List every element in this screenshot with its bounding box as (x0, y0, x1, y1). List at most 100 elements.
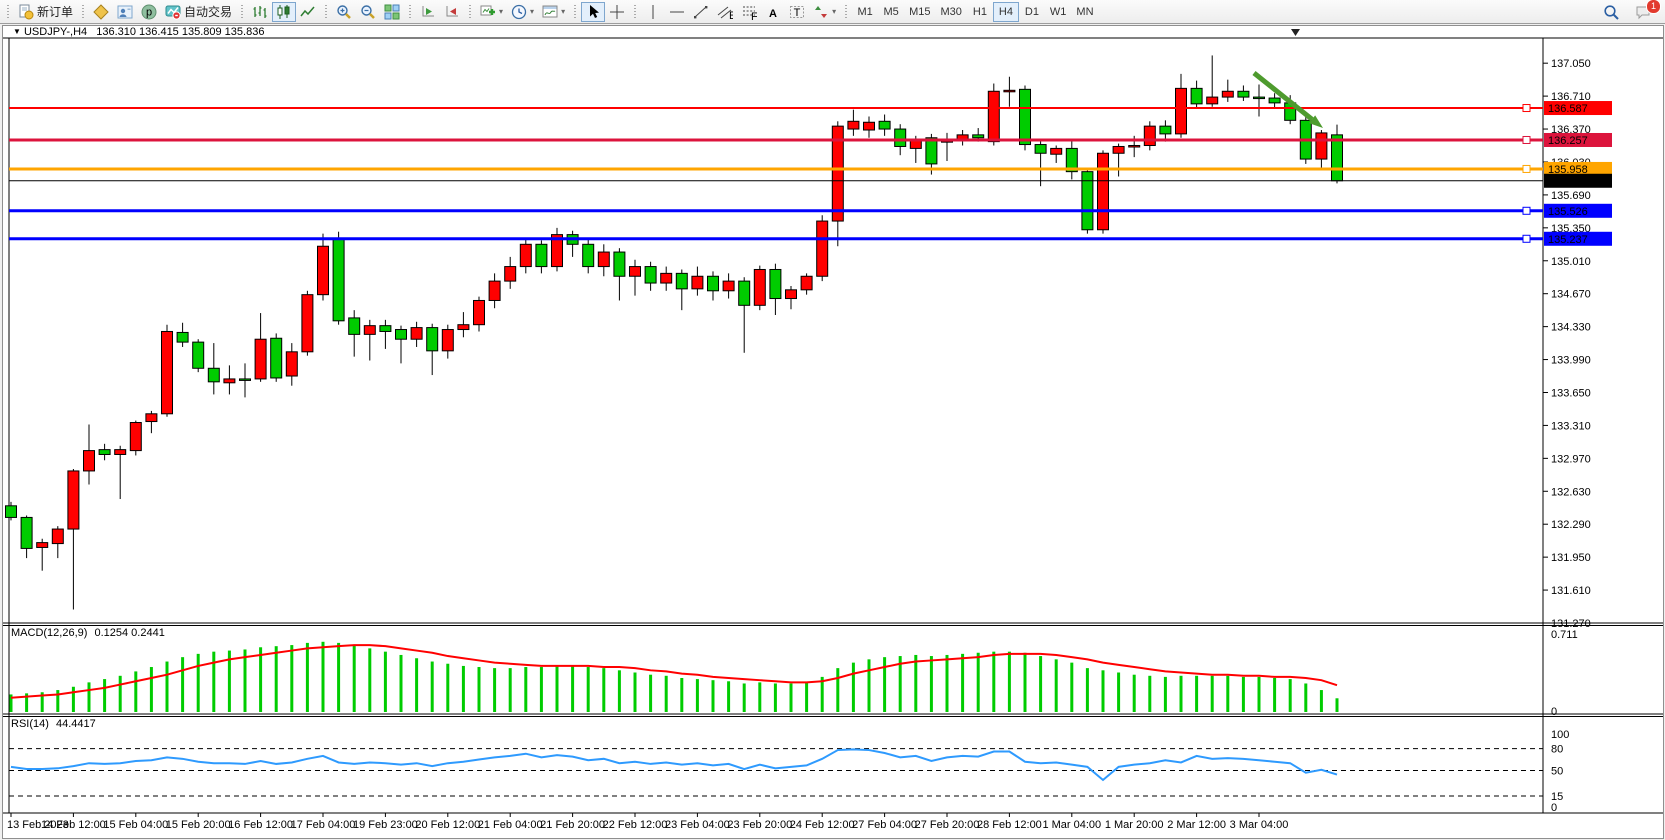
shapes-icon (813, 4, 829, 20)
candle-body (395, 329, 407, 340)
line-chart-button[interactable] (296, 2, 320, 22)
candle-body (1034, 144, 1047, 154)
candle-body (1128, 145, 1141, 148)
horizontal-line-button[interactable] (665, 2, 689, 22)
macd-histogram-bar (1070, 662, 1074, 712)
toolbar-drag-handle[interactable] (574, 4, 577, 19)
candle-body (987, 90, 1000, 143)
trend-arrow-annotation[interactable] (1252, 71, 1323, 128)
notifications-button[interactable]: 1 (1631, 0, 1661, 22)
date-tick-label: 16 Feb 12:00 (228, 819, 293, 831)
timeframe-m1[interactable]: M1 (852, 2, 878, 22)
chart-symbol-title[interactable]: ▼ USDJPY-,H4 136.310 136.415 135.809 135… (13, 26, 264, 38)
candle-body (613, 251, 626, 277)
arrow-head[interactable] (1308, 115, 1323, 128)
candle-body (1112, 145, 1125, 154)
timeframe-m30-label: M30 (940, 5, 962, 18)
timeframe-m5[interactable]: M5 (878, 2, 904, 22)
crosshair-icon (609, 4, 625, 20)
candlestick-chart-button[interactable] (272, 1, 297, 22)
timeframe-h1[interactable]: H1 (967, 2, 993, 22)
trendline-button[interactable] (689, 2, 713, 22)
candle-body (691, 275, 704, 290)
crosshair-button[interactable] (605, 2, 629, 22)
macd-histogram-bar (773, 683, 777, 712)
chart-canvas[interactable]: 137.050136.710136.370136.030135.690135.3… (3, 26, 1663, 838)
bar-chart-button[interactable] (248, 2, 272, 22)
new-order-button[interactable]: 新订单 (14, 2, 77, 22)
dropdown-caret-icon[interactable]: ▾ (530, 6, 535, 16)
timeframe-w1[interactable]: W1 (1045, 2, 1072, 22)
macd-histogram-bar (1023, 652, 1027, 712)
dropdown-caret-icon[interactable]: ▾ (499, 6, 504, 16)
line-endpoint-marker[interactable] (1522, 104, 1531, 113)
toolbar-drag-handle[interactable] (7, 4, 9, 19)
zoom-in-button[interactable] (332, 2, 356, 22)
market-watch-button[interactable] (89, 2, 113, 22)
autotrading-button[interactable]: 自动交易 (161, 2, 236, 22)
channel-button[interactable]: E (713, 2, 737, 22)
macd-histogram-bar (898, 656, 902, 712)
community-button[interactable]: p (137, 2, 161, 22)
search-button[interactable] (1599, 2, 1623, 22)
candle-body (597, 251, 610, 268)
macd-indicator-label: MACD(12,26,9) 0.1254 0.2441 (11, 627, 165, 639)
toolbar-drag-handle[interactable] (469, 4, 472, 19)
line-endpoint-marker[interactable] (1522, 164, 1531, 173)
candle-body (254, 338, 267, 380)
cursor-button[interactable] (581, 1, 606, 22)
line-endpoint-marker[interactable] (1522, 206, 1531, 215)
price-axis[interactable]: 137.050136.710136.370136.030135.690135.3… (1543, 58, 1591, 630)
dropdown-caret-icon[interactable]: ▾ (561, 6, 566, 16)
arrows-button[interactable]: ▾ (809, 2, 840, 22)
toolbar-drag-handle[interactable] (634, 4, 637, 19)
timeframe-m30[interactable]: M30 (936, 2, 967, 22)
indicators-button[interactable]: ▾ (538, 2, 569, 22)
toolbar-group-orders: 新订单 (14, 0, 77, 24)
toolbar-drag-handle[interactable] (241, 4, 244, 19)
chart-shift-button[interactable] (440, 2, 464, 22)
line-endpoint-marker[interactable] (1522, 234, 1531, 243)
macd-histogram-bar (820, 676, 824, 712)
fibonacci-button[interactable]: F (737, 2, 761, 22)
price-tick-label: 137.050 (1551, 58, 1591, 70)
candle-body (473, 299, 485, 326)
tile-windows-button[interactable] (380, 2, 404, 22)
toolbar-drag-handle[interactable] (409, 4, 412, 19)
community-icon: p (141, 4, 157, 20)
macd-axis-min-label: 0 (1551, 706, 1557, 718)
toolbar-drag-handle[interactable] (325, 4, 328, 19)
toolbar-drag-handle[interactable] (845, 4, 848, 19)
date-tick-label: 22 Feb 12:00 (603, 819, 668, 831)
navigator-button[interactable] (113, 2, 137, 22)
new-chart-button[interactable]: ▾ (476, 2, 507, 22)
zoom-out-button[interactable] (356, 2, 380, 22)
text-button[interactable]: A (761, 2, 785, 22)
candles-icon (276, 4, 292, 20)
candle-body (863, 121, 875, 131)
shift-icon (444, 4, 460, 20)
price-label-bg (1544, 173, 1612, 188)
toolbar-drag-handle[interactable] (82, 4, 85, 19)
candle-body (785, 289, 797, 300)
line-endpoint-marker[interactable] (1522, 135, 1531, 144)
macd-histogram-bar (524, 667, 528, 712)
timeframe-d1[interactable]: D1 (1019, 2, 1045, 22)
rsi-axis-label: 100 (1551, 729, 1569, 741)
timeframe-m15[interactable]: M15 (904, 2, 935, 22)
timeframe-h4[interactable]: H4 (992, 1, 1019, 22)
text-label-button[interactable]: T (785, 2, 809, 22)
macd-histogram-bar (274, 646, 278, 712)
arrow-shaft[interactable] (1252, 71, 1314, 122)
dropdown-caret-icon[interactable]: ▾ (832, 6, 837, 16)
candle-body (1315, 132, 1328, 160)
auto-scroll-button[interactable] (416, 2, 440, 22)
periods-button[interactable]: ▾ (507, 2, 538, 22)
toolbar-group-chart-types (248, 0, 320, 24)
autoscroll-icon (420, 4, 436, 20)
price-tick-label: 132.630 (1551, 486, 1591, 498)
collapse-triangle-icon[interactable]: ▼ (13, 27, 21, 36)
timeframe-mn[interactable]: MN (1071, 2, 1098, 22)
vertical-line-button[interactable] (641, 2, 665, 22)
